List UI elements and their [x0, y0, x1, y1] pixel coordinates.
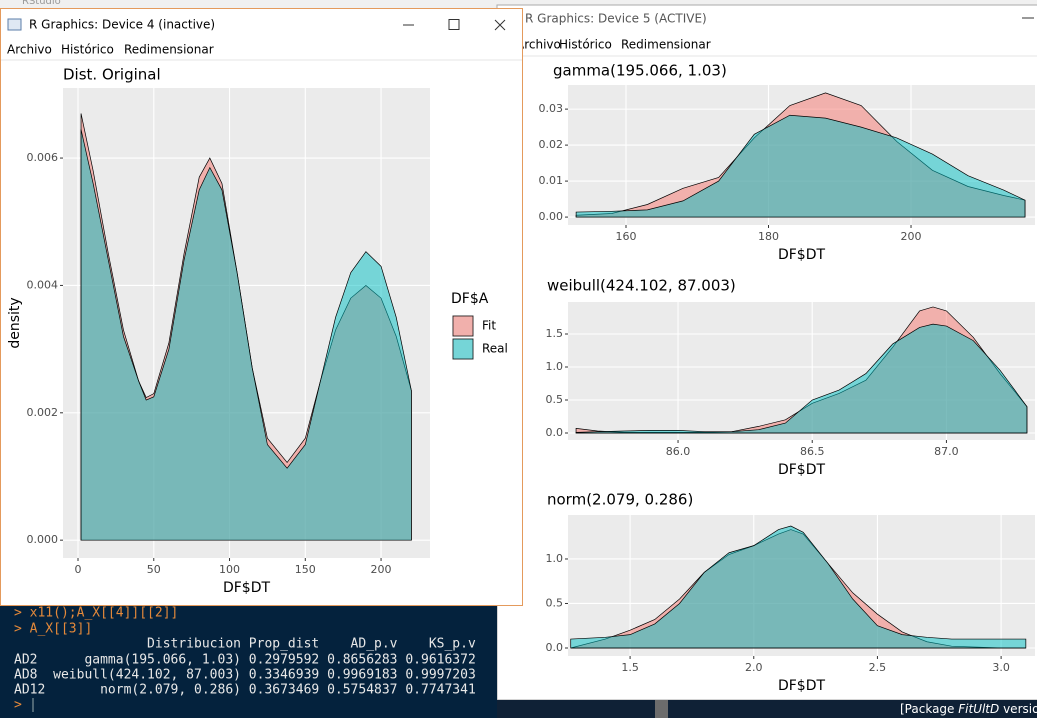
y-tick-label: 1.5 [546, 327, 564, 340]
x-tick-label: 86.0 [666, 445, 691, 458]
x-axis-label: DF$DT [778, 678, 826, 694]
y-tick-label: 0.03 [539, 102, 564, 115]
console-line: AD12 norm(2.079, 0.286) 0.3673469 0.5754… [14, 683, 476, 698]
scrollbar [655, 700, 668, 718]
x-tick-label: 160 [616, 230, 637, 243]
x-tick-label: 86.5 [800, 445, 825, 458]
density-area [570, 525, 1027, 649]
y-tick-label: 0.5 [546, 393, 564, 406]
x-tick-label: 2.5 [869, 661, 887, 674]
status-part: FitUltD [958, 702, 999, 716]
x-tick-label: 87.0 [934, 445, 959, 458]
status-part: [Package [900, 702, 958, 716]
x-tick-label: 200 [371, 563, 392, 576]
window-title: R Graphics: Device 5 (ACTIVE) [525, 12, 707, 26]
y-tick-label: 0.006 [27, 151, 59, 164]
y-tick-label: 0.01 [539, 174, 564, 187]
menu-item[interactable]: Archivo [7, 43, 52, 57]
plot-title: gamma(195.066, 1.03) [553, 62, 727, 80]
x-tick-label: 3.0 [992, 661, 1010, 674]
y-tick-label: 0.00 [539, 210, 564, 223]
x-tick-label: 180 [758, 230, 779, 243]
console-line: Distribucion Prop_dist AD_p.v KS_p.v [14, 637, 476, 652]
menu-item[interactable]: Redimensionar [621, 38, 711, 52]
console-line: > x11();A_X[[4]][[2]] [14, 606, 178, 621]
x-tick-label: 150 [295, 563, 316, 576]
y-tick-label: 0.0 [546, 426, 564, 439]
x-axis-label: DF$DT [778, 462, 826, 478]
x-tick-label: 200 [901, 230, 922, 243]
legend-title: DF$A [451, 291, 489, 307]
console-bg [0, 606, 497, 718]
x-axis-label: DF$DT [223, 580, 271, 596]
x-tick-label: 0 [75, 563, 82, 576]
y-tick-label: 0.004 [27, 278, 59, 291]
density-area [575, 114, 1026, 218]
status-bar [497, 700, 1037, 718]
y-tick-label: 1.0 [546, 360, 564, 373]
x-tick-label: 50 [147, 563, 161, 576]
legend-swatch [452, 315, 474, 337]
plot-title: norm(2.079, 0.286) [547, 491, 693, 509]
plot-title: weibull(424.102, 87.003) [547, 277, 736, 295]
plots: 0.00 0.01 0.02 0.03 160 180 200 gamma(195.066, … [539, 62, 1035, 694]
menu-item[interactable]: Redimensionar [124, 43, 214, 57]
x-tick-label: 100 [219, 563, 240, 576]
close-button[interactable] [494, 19, 506, 31]
x-axis-label: DF$DT [778, 247, 826, 263]
window-title: R Graphics: Device 4 (inactive) [29, 18, 215, 32]
status-part: versio [999, 702, 1037, 716]
window-front: R Graphics: Device 4 (inactive) Archivo … [0, 8, 523, 606]
y-tick-label: 0.002 [27, 406, 59, 419]
legend-label: Fit [482, 319, 496, 333]
window-icon [7, 18, 22, 31]
menu-item[interactable]: Histórico [559, 38, 612, 52]
window-back: R Graphics: Device 5 (ACTIVE) Archivo Hi… [496, 4, 1037, 701]
maximize-button[interactable] [448, 19, 460, 30]
status-text: [Package FitUltD versio [900, 702, 1037, 716]
plots: 0.000 0.002 0.004 0.006 0 50 100 150 200 Dist. Or… [7, 66, 508, 597]
y-tick-label: 0.000 [27, 533, 59, 546]
x-tick-label: 1.5 [621, 661, 639, 674]
y-axis-label: density [7, 297, 23, 348]
density-area [80, 129, 412, 541]
legend-swatch [452, 338, 474, 360]
y-tick-label: 0.5 [546, 596, 564, 609]
console-line: AD2 gamma(195.066, 1.03) 0.2979592 0.865… [14, 653, 476, 668]
console-prompt[interactable]: > [14, 698, 22, 713]
plot-title: Dist. Original [63, 66, 161, 84]
app-title: RStudio [22, 0, 61, 7]
y-tick-label: 0.0 [546, 641, 564, 654]
console: > x11();A_X[[4]][[2]] > A_X[[3]] Distrib… [0, 606, 497, 718]
y-tick-label: 1.0 [546, 552, 564, 565]
console-line: > A_X[[3]] [14, 622, 92, 637]
menu-item[interactable]: Histórico [61, 43, 114, 57]
density-area [575, 323, 1028, 434]
legend-label: Real [482, 342, 508, 356]
y-tick-label: 0.02 [539, 138, 564, 151]
menu-item[interactable]: Archivo [516, 38, 561, 52]
x-tick-label: 2.0 [745, 661, 763, 674]
console-line: AD8 weibull(424.102, 87.003) 0.3346939 0… [14, 668, 476, 683]
